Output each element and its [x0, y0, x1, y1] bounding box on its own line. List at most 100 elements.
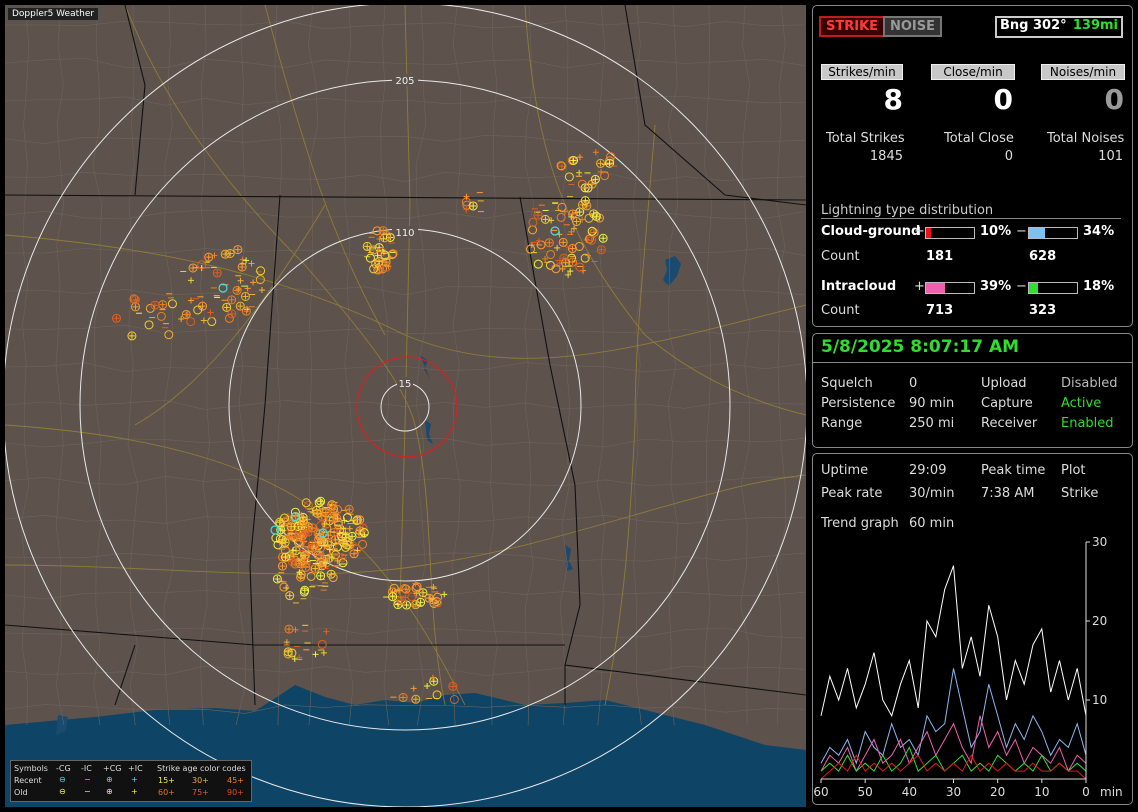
bar-fill [1029, 283, 1038, 293]
strike-marker [398, 693, 408, 703]
strike-marker [432, 690, 442, 700]
strike-marker [389, 593, 396, 600]
strike-marker [584, 234, 594, 244]
county-line [127, 5, 139, 726]
strike-marker [430, 678, 437, 685]
strike-marker [227, 295, 237, 305]
strike-marker [186, 317, 196, 327]
strike-marker [304, 529, 311, 536]
strike-marker [279, 582, 289, 592]
strike-marker [313, 550, 323, 560]
recent-strike-marker [550, 226, 560, 236]
strike-marker [310, 545, 317, 552]
strike-marker [128, 332, 135, 339]
cg-pos-pct: 10% [980, 224, 1012, 239]
strike-button[interactable]: STRIKE [819, 16, 886, 37]
county-line [344, 5, 354, 726]
squelch-label: Squelch [821, 376, 873, 391]
strike-marker [333, 520, 343, 530]
lake [56, 715, 68, 735]
strike-marker [301, 498, 311, 508]
strike-marker [375, 264, 385, 274]
strike-marker [228, 296, 235, 303]
strike-marker [338, 554, 345, 561]
strike-marker [307, 540, 317, 550]
strike-marker [544, 238, 554, 248]
plot-value[interactable]: Strike [1061, 486, 1099, 501]
strike-marker [380, 227, 387, 234]
strike-marker [597, 160, 604, 167]
strike-marker [577, 200, 587, 210]
bar-fill [926, 228, 931, 238]
strike-marker [365, 253, 375, 263]
strike-marker [354, 547, 361, 554]
highways [5, 5, 806, 706]
strike-marker [364, 243, 371, 250]
lightning-map[interactable]: 205 110 15 Doppler5 Weather Symbols -CG … [5, 5, 806, 807]
strike-marker [204, 252, 214, 262]
county-line [740, 5, 751, 726]
strike-marker [232, 285, 242, 295]
strike-marker [309, 564, 319, 574]
strike-marker [316, 571, 326, 581]
strike-marker [387, 250, 397, 260]
trend-series-line [820, 668, 1087, 765]
uptime-value: 29:09 [909, 463, 947, 478]
strike-marker [127, 331, 137, 341]
strike-marker [276, 519, 283, 526]
settings-panel: 5/8/2025 8:07:17 AM Squelch 0 Upload Dis… [812, 333, 1133, 448]
strike-marker [568, 228, 575, 235]
state-borders [5, 5, 806, 706]
strike-marker [286, 592, 293, 599]
county-line [5, 665, 806, 676]
age-45: 45+ [227, 776, 244, 785]
strike-marker [403, 602, 410, 609]
recent-strike-marker [290, 512, 300, 522]
strike-marker [576, 209, 583, 216]
strike-marker [317, 572, 324, 579]
strike-marker [274, 575, 281, 582]
strike-marker [449, 695, 459, 705]
strike-marker [470, 202, 477, 209]
strike-marker [317, 498, 324, 505]
strike-marker [316, 496, 326, 506]
strike-marker [237, 262, 247, 272]
strike-marker [243, 308, 250, 315]
county-line [235, 5, 247, 726]
lake [663, 256, 681, 286]
strike-marker [111, 313, 121, 323]
trend-ticks: 30 20 10 60 50 40 30 20 10 0 min [813, 535, 1122, 799]
strike-marker [301, 525, 311, 535]
capture-value: Active [1061, 396, 1102, 411]
strike-marker [463, 193, 470, 200]
strike-marker [356, 516, 363, 523]
strike-marker [359, 528, 369, 538]
strike-marker [145, 303, 155, 313]
range-value: 250 mi [909, 416, 955, 431]
county-lines [5, 5, 806, 726]
total-close-label: Total Close [944, 131, 1014, 146]
strike-marker [576, 169, 583, 176]
upload-label: Upload [981, 376, 1027, 391]
strike-marker [259, 286, 266, 293]
pos-cg-old-icon: ⊕ [106, 787, 113, 796]
county-line [5, 58, 806, 69]
strike-marker [396, 587, 403, 594]
strike-marker [297, 533, 304, 540]
noise-button[interactable]: NOISE [883, 16, 943, 37]
strike-marker [222, 302, 232, 312]
age-30: 30+ [192, 776, 209, 785]
strike-marker [416, 597, 426, 607]
strike-marker [411, 600, 421, 610]
strikes-per-min-header: Strikes/min [821, 64, 903, 80]
x-tick-label: 30 [946, 785, 961, 799]
strike-marker [327, 508, 334, 515]
strike-marker [312, 565, 319, 572]
squelch-value: 0 [909, 376, 918, 391]
strike-marker [328, 504, 338, 514]
strike-marker [568, 257, 578, 267]
uptime-label: Uptime [821, 463, 869, 478]
receiver-label: Receiver [981, 416, 1038, 431]
x-tick-label: 50 [858, 785, 873, 799]
peak-rate-value: 30/min [909, 486, 955, 501]
